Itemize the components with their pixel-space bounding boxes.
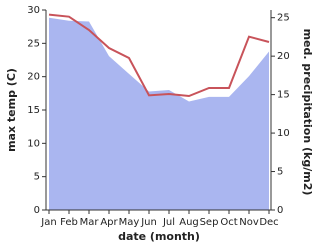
- x-tick-label: Jun: [140, 217, 157, 228]
- y-tick-label: 0: [34, 205, 40, 216]
- y-tick-label: 15: [27, 105, 40, 116]
- y2-tick-label: 5: [277, 167, 283, 178]
- x-tick-label: Feb: [60, 217, 78, 228]
- x-tick-label: Dec: [259, 217, 278, 228]
- x-axis-label: date (month): [118, 230, 200, 243]
- y-tick-label: 10: [27, 138, 40, 149]
- temp-line: [48, 13, 270, 98]
- x-tick-label: Jan: [40, 217, 56, 228]
- y2-tick-label: 0: [277, 205, 283, 216]
- y-tick-label: 20: [27, 72, 40, 83]
- y2-tick-label: 20: [277, 51, 290, 62]
- chart: date (month) max temp (C) med. precipita…: [5, 5, 314, 243]
- x-tick-label: Apr: [100, 217, 118, 228]
- y2-tick-label: 25: [277, 13, 290, 24]
- x-tick-label: Mar: [80, 217, 100, 228]
- y-tick-label: 5: [34, 172, 40, 183]
- y2-tick-label: 10: [277, 128, 290, 139]
- y2-tick-label: 15: [277, 90, 290, 101]
- y-axis-label: max temp (C): [5, 68, 18, 152]
- precip-area: [49, 17, 269, 211]
- x-tick-label: Sep: [200, 217, 219, 228]
- x-tick-label: Jul: [162, 217, 175, 228]
- y2-axis-label: med. precipitation (kg/m2): [301, 29, 314, 196]
- y-tick-label: 25: [27, 38, 40, 49]
- x-tick-label: Nov: [239, 217, 259, 228]
- y-tick-label: 30: [27, 5, 40, 16]
- x-tick-label: Oct: [220, 217, 237, 228]
- x-tick-label: Aug: [179, 217, 199, 228]
- x-tick-label: May: [119, 217, 140, 228]
